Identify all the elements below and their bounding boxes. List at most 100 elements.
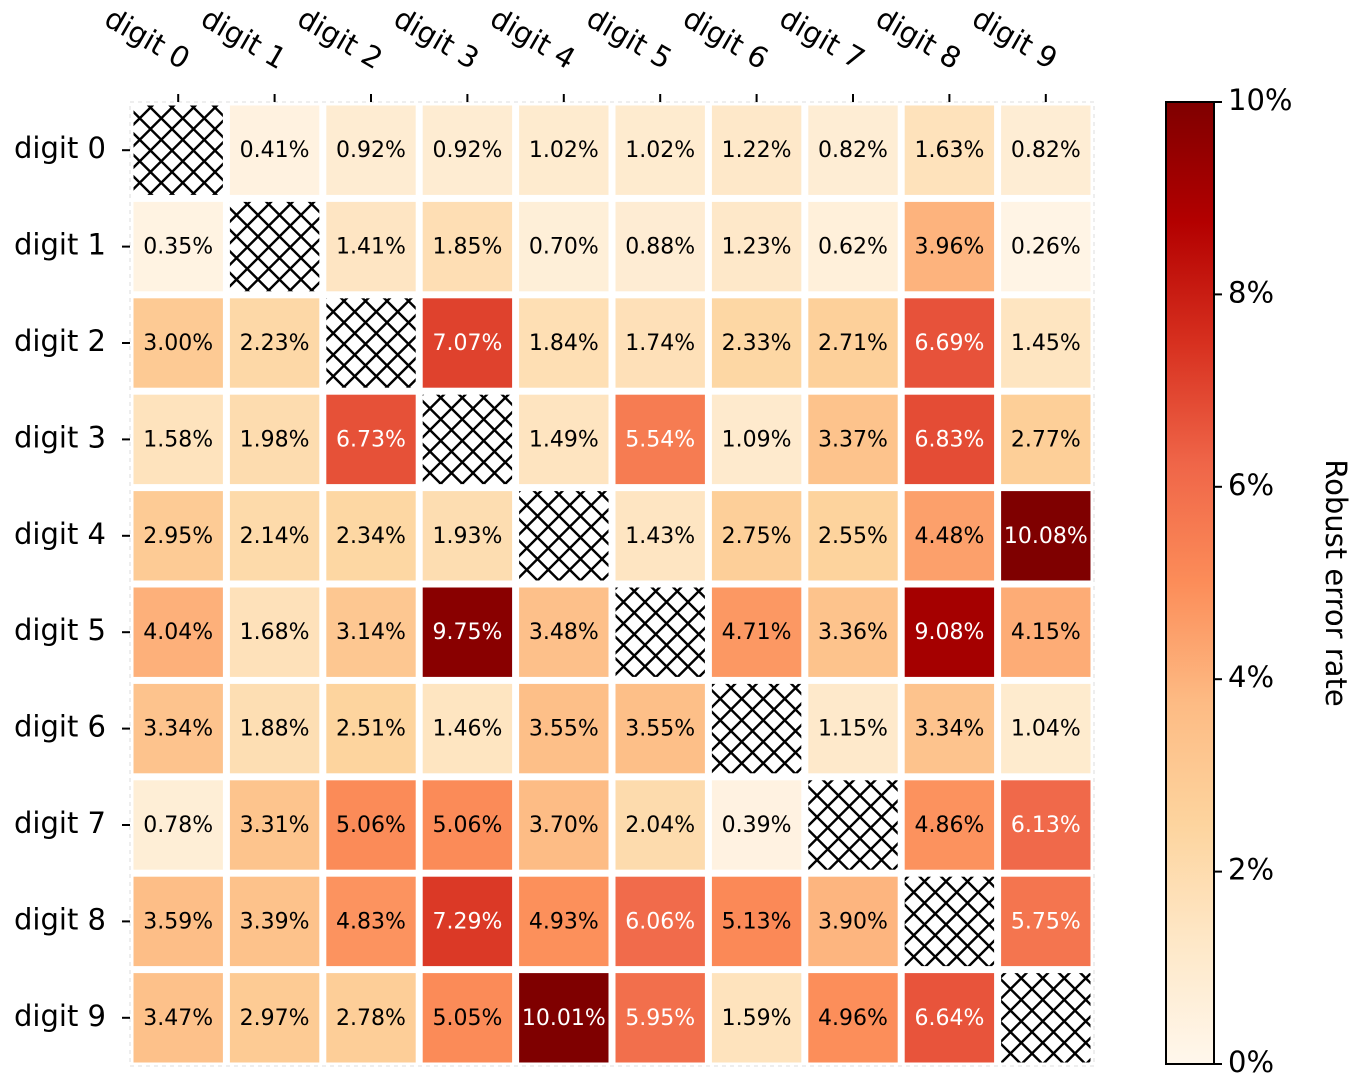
heatmap-cell: [904, 298, 995, 388]
colorbar-tick-label: 0%: [1228, 1045, 1274, 1079]
cell-value-label: 9.08%: [914, 620, 984, 645]
heatmap-cell: [133, 201, 223, 292]
heatmap-cell: [904, 201, 995, 292]
heatmap-cell: [229, 298, 320, 388]
plot-frame: [129, 101, 1095, 1067]
cell-value-label: 0.78%: [143, 813, 213, 838]
heatmap-cell: [615, 201, 705, 292]
heatmap-cell: [133, 491, 223, 581]
heatmap-cell: [229, 587, 320, 677]
cell-value-label: 3.34%: [143, 717, 213, 742]
heatmap-cell: [808, 201, 898, 292]
heatmap-cell: [133, 394, 223, 485]
cell-value-label: 5.75%: [1011, 909, 1081, 934]
heatmap-cell: [229, 876, 320, 967]
heatmap-cell: [615, 780, 705, 870]
heatmap-cell: [229, 491, 320, 581]
heatmap-cell: [326, 876, 416, 967]
cell-value-label: 1.84%: [529, 331, 599, 356]
cell-value-label: 3.55%: [625, 717, 695, 742]
cell-value-label: 1.23%: [722, 235, 792, 260]
cell-value-label: 2.75%: [722, 524, 792, 549]
heatmap-cell: [519, 201, 609, 292]
cell-value-label: 1.49%: [529, 427, 599, 452]
cell-value-label: 9.75%: [432, 620, 502, 645]
cell-value-label: 0.41%: [240, 138, 310, 163]
cell-value-label: 3.39%: [240, 909, 310, 934]
cell-value-label: 3.37%: [818, 427, 888, 452]
diagonal-hatch: [615, 587, 705, 677]
row-label: digit 9: [14, 999, 106, 1033]
cell-value-label: 2.77%: [1011, 427, 1081, 452]
heatmap-cell: [326, 201, 416, 292]
heatmap-cell: [1001, 491, 1091, 581]
colorbar-tick-label: 8%: [1228, 275, 1274, 309]
heatmap-cell: [711, 780, 802, 870]
column-label: digit 2: [292, 1, 389, 76]
diagonal-hatch: [519, 491, 609, 581]
heatmap-cell: [422, 780, 513, 870]
cell-value-label: 0.62%: [818, 235, 888, 260]
cell-value-label: 7.29%: [432, 909, 502, 934]
heatmap-cell: [519, 683, 609, 774]
cell-value-label: 0.39%: [722, 813, 792, 838]
cell-value-label: 3.70%: [529, 813, 599, 838]
heatmap-cell: [711, 298, 802, 388]
cell-value-label: 1.59%: [722, 1006, 792, 1031]
heatmap-cell: [519, 298, 609, 388]
heatmap-cell: [1001, 683, 1091, 774]
cell-value-label: 3.59%: [143, 909, 213, 934]
diagonal-hatch: [326, 298, 416, 388]
cell-value-label: 7.07%: [432, 331, 502, 356]
heatmap-cell: [808, 298, 898, 388]
heatmap-cell: [904, 491, 995, 581]
cell-value-label: 1.04%: [1011, 717, 1081, 742]
cell-value-label: 1.45%: [1011, 331, 1081, 356]
cell-value-label: 2.78%: [336, 1006, 406, 1031]
cell-value-label: 5.54%: [625, 427, 695, 452]
heatmap-cell: [711, 394, 802, 485]
row-label: digit 0: [14, 131, 106, 165]
heatmap-cell: [615, 105, 705, 195]
cell-value-label: 4.04%: [143, 620, 213, 645]
cell-value-label: 2.33%: [722, 331, 792, 356]
row-label: digit 1: [14, 228, 106, 262]
heatmap-cell: [615, 973, 705, 1063]
cell-value-label: 1.02%: [529, 138, 599, 163]
column-label: digit 1: [195, 1, 292, 76]
heatmap-cell: [422, 683, 513, 774]
cell-value-label: 0.35%: [143, 235, 213, 260]
heatmap-cell: [808, 491, 898, 581]
row-label: digit 5: [14, 613, 106, 647]
heatmap-cell: [519, 587, 609, 677]
diagonal-hatch: [904, 876, 995, 967]
heatmap-cell: [422, 587, 513, 677]
column-label: digit 8: [870, 1, 967, 76]
row-label: digit 2: [14, 324, 106, 358]
heatmap-cell: [808, 394, 898, 485]
heatmap-cell: [519, 876, 609, 967]
cell-value-label: 6.64%: [914, 1006, 984, 1031]
cell-value-label: 6.06%: [625, 909, 695, 934]
cell-value-label: 5.95%: [625, 1006, 695, 1031]
heatmap-cell: [519, 394, 609, 485]
y-axis: digit 0 digit 1 digit 2 digit 3 digit 4 digit…: [14, 131, 130, 1033]
heatmap-cell: [519, 973, 609, 1063]
heatmap-cell: [133, 587, 223, 677]
cell-value-label: 1.46%: [432, 717, 502, 742]
column-label: digit 6: [677, 1, 774, 76]
diagonal-hatch: [422, 394, 513, 485]
cell-value-label: 0.70%: [529, 235, 599, 260]
colorbar-tick-label: 10%: [1228, 83, 1292, 117]
heatmap-cell: [1001, 876, 1091, 967]
cell-value-label: 0.92%: [336, 138, 406, 163]
cell-value-label: 2.95%: [143, 524, 213, 549]
colorbar-tick-label: 2%: [1228, 853, 1274, 887]
cell-value-label: 1.63%: [914, 138, 984, 163]
diagonal-hatch: [711, 683, 802, 774]
x-axis: digit 0 digit 1 digit 2 digit 3 digit 4 digit…: [99, 1, 1063, 102]
cell-value-label: 1.41%: [336, 235, 406, 260]
cell-value-label: 1.15%: [818, 717, 888, 742]
heatmap-cell: [326, 780, 416, 870]
